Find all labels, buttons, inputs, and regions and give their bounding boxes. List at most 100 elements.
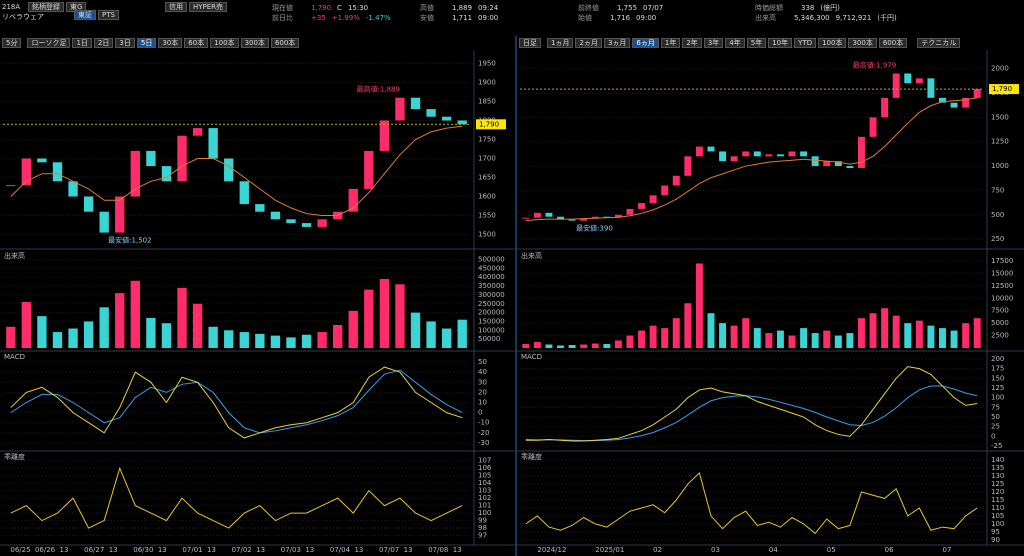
range-button[interactable]: 600本 [270, 38, 300, 48]
y-tick-label: 450000 [478, 264, 505, 272]
x-tick-label: 06 [885, 546, 894, 554]
range-button[interactable]: 100本 [818, 38, 847, 48]
range-button[interactable]: 2ヵ月 [575, 38, 602, 48]
candle [661, 185, 669, 196]
range-button[interactable]: 5日 [136, 38, 157, 48]
low-label: 最安値:390 [576, 224, 613, 233]
style-select[interactable]: ローソク足 [27, 38, 71, 48]
volume-bar [915, 320, 923, 348]
range-button[interactable]: 10年 [768, 38, 793, 48]
y-tick-label: 135 [991, 464, 1004, 472]
credit-button[interactable]: HYPER売 [189, 2, 228, 12]
candle [568, 219, 576, 221]
y-tick-label: -30 [478, 439, 489, 447]
range-button[interactable]: 4年 [725, 38, 745, 48]
range-button[interactable]: 6ヵ月 [632, 38, 659, 48]
y-tick-label: 500 [991, 211, 1004, 219]
range-button[interactable]: 30本 [158, 38, 183, 48]
quote-label: 始値 [578, 14, 592, 22]
volume-bar [130, 280, 140, 348]
candle [776, 154, 784, 157]
volume-bar [649, 325, 657, 348]
volume-bar [255, 333, 265, 348]
credit-button[interactable]: 信用 [165, 2, 187, 12]
y-tick-label: 30 [478, 378, 487, 386]
range-button[interactable]: 300本 [848, 38, 877, 48]
range-button[interactable]: 1ヵ月 [547, 38, 574, 48]
y-tick-label: 1950 [478, 60, 496, 68]
range-button[interactable]: YTD [794, 38, 817, 48]
range-button[interactable]: 1日 [72, 38, 92, 48]
y-tick-label: 0 [478, 409, 482, 417]
y-tick-label: 1650 [478, 174, 496, 182]
y-tick-label: 1600 [478, 193, 496, 201]
y-tick-label: 150000 [478, 317, 505, 325]
y-tick-label: 2000 [991, 65, 1009, 73]
y-tick-label: 50 [991, 413, 1000, 421]
candle [522, 217, 530, 219]
volume-bar [177, 287, 187, 348]
candle [286, 219, 296, 224]
header-button[interactable]: 銘柄登録 [28, 2, 64, 12]
volume-bar [846, 333, 854, 348]
range-button[interactable]: 1年 [660, 38, 681, 48]
current-price-box [989, 84, 1019, 95]
y-tick-label: 125 [991, 384, 1004, 392]
current-price-box [476, 119, 506, 130]
range-button[interactable]: 2日 [93, 38, 114, 48]
market-tab[interactable]: 東証 [74, 10, 96, 20]
y-tick-label: 15000 [991, 269, 1013, 277]
x-tick-label: 13 [404, 546, 413, 554]
y-tick-label: 250000 [478, 300, 505, 308]
candle [239, 181, 249, 205]
y-tick-label: 100 [991, 394, 1004, 402]
header-button[interactable]: 東G [66, 2, 87, 12]
candle [869, 117, 877, 137]
volume-bar [638, 330, 646, 348]
x-tick-label: 07/03 [281, 546, 301, 554]
candle [130, 150, 140, 197]
range-button[interactable]: 3日 [115, 38, 135, 48]
interval-select[interactable]: 日足 [519, 38, 541, 48]
x-tick-label: 05 [827, 546, 836, 554]
candle [939, 97, 946, 103]
candle [557, 216, 564, 220]
panel-title: 出来高 [521, 251, 542, 260]
x-tick-label: 04 [769, 546, 778, 554]
range-button[interactable]: 3ヵ月 [603, 38, 631, 48]
quote: 安値 1,711 09:00 [420, 13, 504, 23]
interval-select[interactable]: 5分 [2, 38, 22, 48]
y-tick-label: 1900 [478, 79, 496, 87]
range-button[interactable]: 300本 [240, 38, 269, 48]
range-button[interactable]: 5年 [746, 38, 767, 48]
candle [208, 128, 218, 159]
range-button[interactable]: 100本 [210, 38, 239, 48]
y-tick-label: 40 [478, 368, 487, 376]
quote-value: 1,790 [311, 4, 332, 12]
candle [950, 102, 958, 108]
y-tick-label: 103 [478, 487, 491, 495]
y-tick-label: 10000 [991, 294, 1013, 302]
quote-value: (億円) [820, 4, 840, 12]
line [10, 466, 463, 529]
candle [192, 128, 203, 136]
x-tick-label: 13 [354, 546, 363, 554]
volume-bar [364, 289, 374, 348]
credit-buttons: 信用 HYPER売 [165, 2, 229, 12]
y-tick-label: 300000 [478, 291, 505, 299]
market-tab[interactable]: PTS [98, 10, 119, 20]
range-button[interactable]: 60本 [184, 38, 209, 48]
y-tick-label: 50 [478, 358, 487, 366]
technical-button[interactable]: テクニカル [917, 38, 961, 48]
volume-bar [881, 308, 889, 348]
range-button[interactable]: 600本 [878, 38, 908, 48]
volume-bar [239, 332, 249, 348]
volume-bar [834, 335, 842, 348]
candle [765, 154, 773, 157]
range-button[interactable]: 3年 [703, 38, 724, 48]
volume-bar [395, 284, 405, 348]
range-button[interactable]: 2年 [682, 38, 702, 48]
candle [270, 211, 281, 220]
candle [973, 89, 981, 98]
candle [753, 151, 761, 157]
